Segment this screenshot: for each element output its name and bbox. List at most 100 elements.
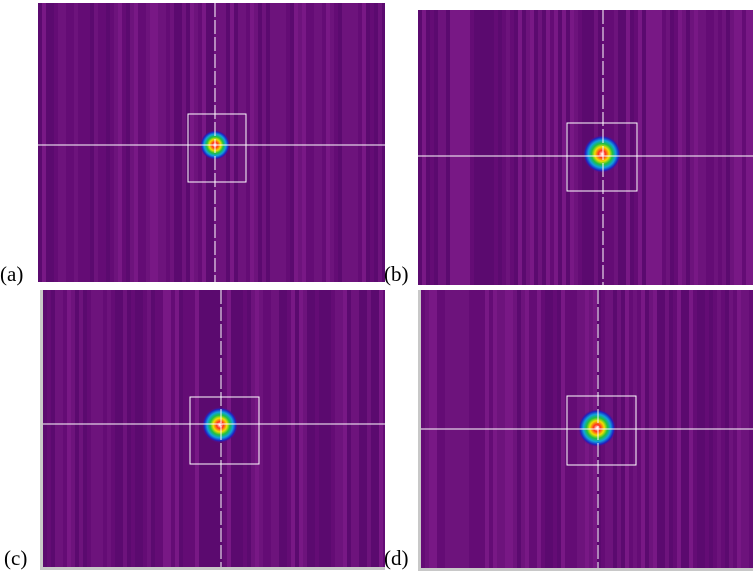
stripe <box>618 10 622 285</box>
stripe <box>335 290 339 567</box>
stripe <box>694 10 698 285</box>
stripe <box>734 10 738 285</box>
stripe <box>462 10 466 285</box>
stripe <box>158 3 162 282</box>
stripe <box>578 10 582 285</box>
stripe <box>67 290 71 567</box>
stripe <box>375 290 379 567</box>
stripe <box>147 290 151 567</box>
stripe <box>307 290 311 567</box>
stripe <box>62 3 66 282</box>
stripe <box>654 10 658 285</box>
stripe <box>86 3 90 282</box>
stripe <box>366 3 370 282</box>
stripe <box>194 3 198 282</box>
stripe <box>662 10 666 285</box>
stripe <box>343 290 347 567</box>
stripe <box>110 3 114 282</box>
stripe <box>263 290 267 567</box>
stripe <box>143 290 147 567</box>
stripe <box>374 3 378 282</box>
stripe <box>106 3 110 282</box>
stripe <box>686 10 690 285</box>
stripe <box>682 10 686 285</box>
stripe <box>642 10 646 285</box>
panel-label: (b) <box>384 262 409 286</box>
stripe <box>346 3 350 282</box>
stripe <box>90 3 94 282</box>
stripe <box>362 3 366 282</box>
stripe <box>182 3 186 282</box>
stripe <box>47 290 51 567</box>
stripe <box>514 10 518 285</box>
stripe <box>78 3 82 282</box>
stripe <box>371 290 375 567</box>
beam-spot <box>578 409 616 447</box>
stripe <box>115 290 119 567</box>
panel-label: (c) <box>4 546 27 570</box>
stripe <box>82 3 86 282</box>
stripe <box>327 290 331 567</box>
stripe <box>722 10 726 285</box>
stripe <box>326 3 330 282</box>
stripe <box>171 290 175 567</box>
stripe <box>122 3 126 282</box>
stripe <box>262 3 266 282</box>
stripe <box>167 290 171 567</box>
stripe <box>239 290 243 567</box>
stripe <box>271 290 275 567</box>
stripe <box>323 290 327 567</box>
stripe <box>338 3 342 282</box>
stripe <box>91 290 95 567</box>
stripe <box>299 290 303 567</box>
stripe <box>347 290 351 567</box>
stripe <box>259 290 263 567</box>
stripe <box>315 290 319 567</box>
stripe <box>446 10 450 285</box>
stripe <box>542 10 546 285</box>
stripe <box>134 3 138 282</box>
stripe <box>98 3 102 282</box>
stripe <box>275 290 279 567</box>
stripe <box>698 10 702 285</box>
stripe <box>63 290 67 567</box>
stripe <box>678 10 682 285</box>
stripe <box>274 3 278 282</box>
stripe <box>114 3 118 282</box>
stripe <box>438 10 442 285</box>
stripe <box>562 10 566 285</box>
stripe <box>198 3 202 282</box>
stripe <box>54 3 58 282</box>
stripe <box>282 3 286 282</box>
stripe <box>430 10 434 285</box>
stripe <box>195 290 199 567</box>
stripe <box>175 290 179 567</box>
stripe <box>355 290 359 567</box>
stripe <box>139 290 143 567</box>
stripe <box>382 3 385 282</box>
stripe <box>718 10 722 285</box>
stripe <box>422 10 426 285</box>
stripe <box>650 10 654 285</box>
stripe <box>155 290 159 567</box>
stripe <box>646 10 650 285</box>
stripe <box>111 290 115 567</box>
stripe <box>674 10 678 285</box>
stripe <box>518 10 522 285</box>
stripe <box>450 10 454 285</box>
stripe <box>582 10 586 285</box>
stripe <box>123 290 127 567</box>
stripe <box>526 10 530 285</box>
stripe <box>426 10 430 285</box>
stripe <box>51 290 55 567</box>
stripe <box>342 3 346 282</box>
stripe <box>522 10 526 285</box>
stripe <box>350 3 354 282</box>
stripe <box>250 3 254 282</box>
stripe <box>107 290 111 567</box>
stripe <box>178 3 182 282</box>
stripe <box>75 290 79 567</box>
stripe <box>142 3 146 282</box>
stripe <box>742 10 746 285</box>
stripe <box>306 3 310 282</box>
